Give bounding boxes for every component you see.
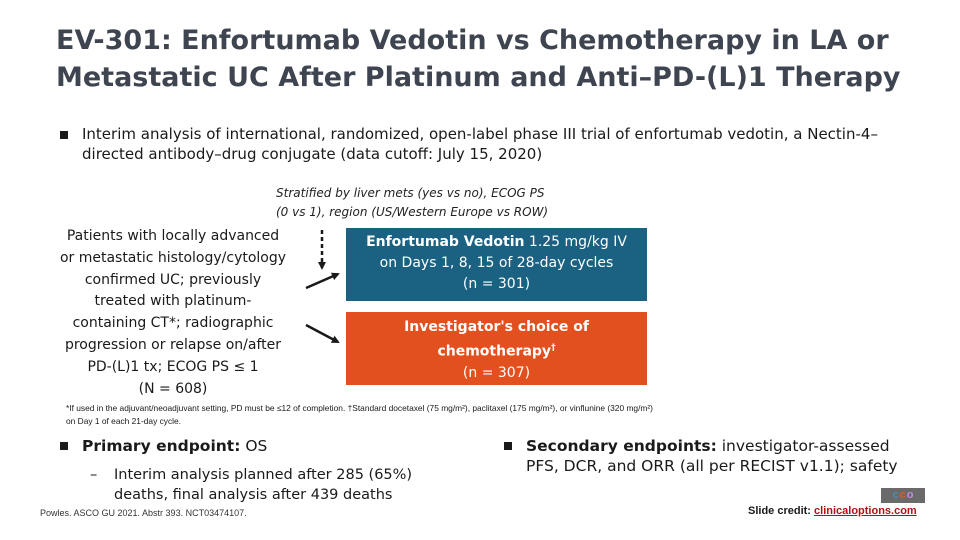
arm1-drug-name: Enfortumab Vedotin (366, 234, 525, 250)
arm1-dose: 1.25 mg/kg IV (524, 234, 627, 250)
title-line-2: Metastatic UC After Platinum and Anti–PD… (56, 62, 901, 93)
arm1-schedule: on Days 1, 8, 15 of 28-day cycles (379, 255, 614, 271)
patient-line: progression or relapse on/after (64, 336, 282, 353)
stratification-note: Stratified by liver mets (yes vs no), EC… (276, 184, 596, 222)
patient-line: confirmed UC; previously (84, 271, 262, 288)
arm1-n: (n = 301) (462, 276, 531, 292)
square-bullet-icon (504, 442, 512, 450)
logo-letter: c (892, 489, 899, 501)
secondary-endpoint-label: Secondary endpoints: (526, 437, 717, 455)
primary-endpoint-value: OS (240, 437, 268, 455)
arm1-line-1: Enfortumab Vedotin 1.25 mg/kg IV (346, 232, 647, 253)
square-bullet-icon (60, 131, 68, 139)
patient-line: (N = 608) (138, 380, 208, 397)
arrow-to-enfortumab-arm (305, 272, 340, 290)
cco-logo: c c o (881, 488, 925, 503)
footnote-line-1: *If used in the adjuvant/neoadjuvant set… (66, 403, 653, 413)
intro-text: Interim analysis of international, rando… (82, 125, 878, 163)
primary-endpoint-label: Primary endpoint: (82, 437, 241, 455)
patient-line: or metastatic histology/cytology (59, 249, 287, 266)
enfortumab-arm-box: Enfortumab Vedotin 1.25 mg/kg IV on Days… (346, 228, 647, 301)
square-bullet-icon (60, 442, 68, 450)
arrow-to-chemotherapy-arm (305, 323, 340, 344)
secondary-endpoint-value: investigator-assessed PFS, DCR, and ORR … (526, 437, 898, 475)
arm2-n: (n = 307) (462, 364, 531, 381)
stratification-line-2: (0 vs 1), region (US/Western Europe vs R… (276, 205, 549, 219)
slide-title: EV-301: Enfortumab Vedotin vs Chemothera… (56, 22, 936, 96)
patient-line: Patients with locally advanced (66, 228, 280, 244)
randomization-arrows (305, 230, 340, 344)
slide-credit: Slide credit: clinicaloptions.com (748, 505, 917, 517)
arm2-label: chemotherapy (437, 343, 552, 360)
dash-bullet: – (90, 467, 98, 483)
secondary-endpoint-text: Secondary endpoints: investigator-assess… (526, 436, 898, 476)
dagger-mark: † (551, 343, 556, 353)
slide-credit-label: Slide credit: (748, 505, 815, 517)
patient-line: containing CT*; radiographic (72, 315, 274, 332)
arm2-line-1: Investigator's choice of (404, 319, 589, 335)
patient-line: PD-(L)1 tx; ECOG PS ≤ 1 (87, 358, 259, 375)
chemotherapy-arm-box: Investigator's choice of chemotherapy† (… (346, 312, 647, 385)
footnote: *If used in the adjuvant/neoadjuvant set… (66, 402, 926, 427)
stratification-line-1: Stratified by liver mets (yes vs no), EC… (276, 186, 545, 200)
patient-criteria: Patients with locally advanced or metast… (50, 226, 296, 400)
patient-line: treated with platinum- (94, 293, 252, 310)
primary-subbullet-text: Interim analysis planned after 285 (65%)… (114, 467, 413, 503)
footnote-line-2: on Day 1 of each 21-day cycle. (66, 415, 181, 426)
clinicaloptions-link[interactable]: clinicaloptions.com (814, 505, 917, 517)
logo-letter: c (899, 489, 906, 501)
primary-endpoint-text: Primary endpoint: OS (82, 436, 267, 456)
citation: Powles. ASCO GU 2021. Abstr 393. NCT0347… (40, 508, 247, 518)
logo-letter: o (906, 489, 914, 501)
title-line-1: EV-301: Enfortumab Vedotin vs Chemothera… (56, 25, 889, 56)
arm2-line-2: chemotherapy† (346, 338, 647, 363)
